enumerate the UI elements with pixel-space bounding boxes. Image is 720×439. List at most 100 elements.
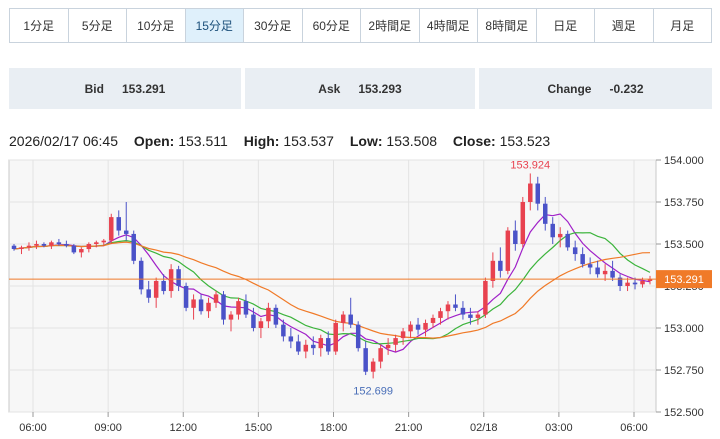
candle-body [348,314,353,325]
candle-body [340,314,346,323]
candlestick-chart: 154.000153.750153.500153.250153.000152.7… [8,155,712,434]
candle-body [288,336,294,342]
candle-body [595,267,600,275]
candle-body [363,348,368,372]
tab-1[interactable]: 5分足 [69,9,127,42]
ask-panel: Ask 153.293 [245,68,475,109]
change-panel: Change -0.232 [479,68,712,109]
candle-body [191,299,196,308]
open-label: Open: [133,133,175,149]
y-tick-label: 152.500 [664,407,704,419]
x-tick-label: 03:00 [545,422,573,434]
close-value: 153.523 [499,133,551,149]
candle-body [385,344,391,349]
low-label: Low: [349,133,383,149]
candle-body [468,314,473,318]
candle-body [311,344,316,349]
y-tick-label: 153.000 [664,323,704,335]
candle-body [400,331,406,339]
candle-body [617,277,623,286]
max-price-label: 153.924 [510,159,550,171]
current-price-label: 153.291 [664,274,704,286]
candle-body [64,244,69,246]
ohlc-info: 2026/02/17 06:45 Open: 153.511 High: 153… [9,133,550,149]
candle-body [490,260,496,281]
tab-4[interactable]: 30分足 [244,9,303,42]
ma-mid-line [13,232,651,345]
candle-body [26,245,32,248]
candle-body [647,279,653,281]
candle-body [243,301,249,315]
x-tick-label: 12:00 [169,422,197,434]
tab-3[interactable]: 15分足 [185,9,244,42]
x-tick-label: 15:00 [245,422,273,434]
candle-body [303,344,309,352]
ask-value: 153.293 [358,81,402,96]
high-label: High: [243,133,280,149]
candle-body [34,244,39,246]
candle-body [513,230,518,244]
candle-body [109,217,114,241]
candle-body [86,244,92,250]
candle-body [355,324,361,349]
candle-body [370,361,376,372]
ohlc-datetime: 2026/02/17 06:45 [9,133,118,149]
low-value: 153.508 [386,133,438,149]
min-price-label: 152.699 [353,385,393,397]
candle-body [565,233,570,248]
x-tick-label: 09:00 [94,422,122,434]
y-tick-label: 153.500 [664,239,704,251]
candle-body [94,242,99,244]
candle-body [460,307,466,315]
candle-body [535,183,541,204]
candle-body [273,307,279,325]
candle-body [236,301,241,315]
tab-9[interactable]: 日足 [537,9,595,42]
x-tick-label: 06:00 [19,422,47,434]
candle-body [168,269,174,292]
candle-body [453,304,458,308]
candle-body [632,282,638,285]
tab-7[interactable]: 4時間足 [420,9,478,42]
candle-body [625,282,630,286]
open-value: 153.511 [178,133,228,149]
y-tick-label: 153.750 [664,197,704,209]
candle-body [296,341,301,352]
candle-body [56,242,62,244]
candle-body [281,324,286,337]
candle-body [11,245,17,250]
candle-body [393,338,398,345]
x-tick-label: 18:00 [320,422,348,434]
bid-value: 153.291 [121,81,166,96]
candle-body [266,307,271,322]
tab-2[interactable]: 10分足 [127,9,186,42]
candle-body [580,254,585,265]
candle-body [101,240,107,243]
candle-body [528,183,533,202]
candle-body [602,270,608,275]
candle-body [475,314,481,318]
tab-11[interactable]: 月足 [670,19,695,33]
tab-10[interactable]: 週足 [595,9,654,42]
candle-body [41,244,47,246]
candle-body [198,299,204,312]
candle-body [71,245,77,253]
candle-body [520,202,526,244]
candle-body [415,324,421,330]
tab-5[interactable]: 60分足 [303,9,361,42]
candle-body [146,289,151,298]
current-price-badge [656,270,712,289]
candle-body [206,302,211,312]
candle-body [333,322,338,352]
x-tick-label: 21:00 [395,422,423,434]
candle-body [378,348,383,362]
tab-8[interactable]: 8時間足 [478,9,537,42]
candle-body [543,203,548,224]
candle-body [498,260,503,271]
tab-6[interactable]: 2時間足 [361,9,420,42]
candle-body [408,324,413,332]
tab-0[interactable]: 1分足 [10,9,69,42]
candle-body [221,294,226,320]
candle-body [423,322,428,330]
bid-label: Bid [84,81,104,96]
